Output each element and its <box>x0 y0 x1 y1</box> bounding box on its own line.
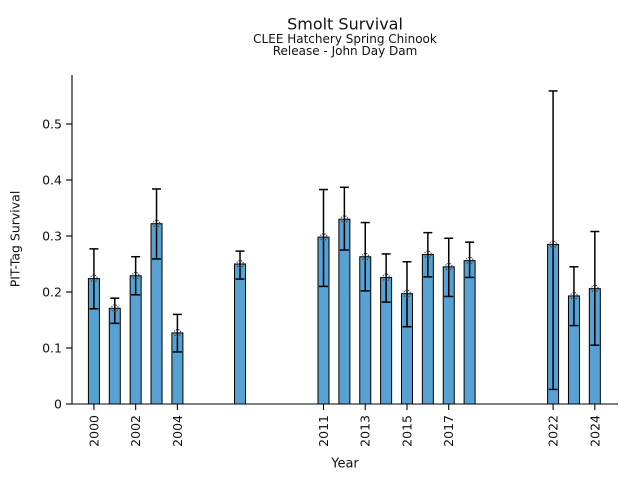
marker-2000 <box>89 274 98 283</box>
x-tick-label-2022: 2022 <box>546 415 561 447</box>
y-tick-label-0.5: 0.5 <box>42 116 62 131</box>
y-tick-label-0.2: 0.2 <box>42 284 62 299</box>
x-tick-label-2011: 2011 <box>316 415 331 447</box>
chart-subtitle-line1: CLEE Hatchery Spring Chinook <box>253 32 437 46</box>
marker-2012 <box>340 215 349 224</box>
x-tick-label-2024: 2024 <box>587 415 602 447</box>
x-axis-label: Year <box>331 456 359 472</box>
x-tick-label-2017: 2017 <box>441 415 456 447</box>
y-tick-label-0.1: 0.1 <box>42 340 62 355</box>
marker-2022 <box>549 240 558 249</box>
marker-2017 <box>444 262 453 271</box>
marker-2023 <box>570 291 578 300</box>
marker-2014 <box>382 273 391 282</box>
y-tick-label-0.4: 0.4 <box>42 172 62 187</box>
chart-subtitle-line2: Release - John Day Dam <box>272 44 418 58</box>
marker-2004 <box>173 328 182 337</box>
marker-2013 <box>361 252 370 261</box>
marker-2011 <box>319 233 328 242</box>
x-tick-label-2000: 2000 <box>86 415 101 447</box>
x-tick-label-2015: 2015 <box>399 415 414 447</box>
y-tick-label-0.3: 0.3 <box>42 228 62 243</box>
y-tick-label-0: 0 <box>54 396 62 411</box>
marker-2002 <box>131 271 140 280</box>
bar-2018 <box>463 260 476 405</box>
bar-2007 <box>234 263 247 405</box>
marker-2018 <box>465 256 474 265</box>
marker-2007 <box>236 260 244 268</box>
chart-title: Smolt Survival <box>287 14 403 34</box>
marker-2024 <box>590 284 599 293</box>
x-tick-label-2004: 2004 <box>170 415 185 447</box>
marker-2003 <box>152 219 161 228</box>
marker-2016 <box>423 250 432 259</box>
x-tick-label-2013: 2013 <box>358 415 373 447</box>
x-tick-label-2002: 2002 <box>128 415 143 447</box>
marker-2001 <box>110 304 119 313</box>
marker-2015 <box>403 289 411 298</box>
